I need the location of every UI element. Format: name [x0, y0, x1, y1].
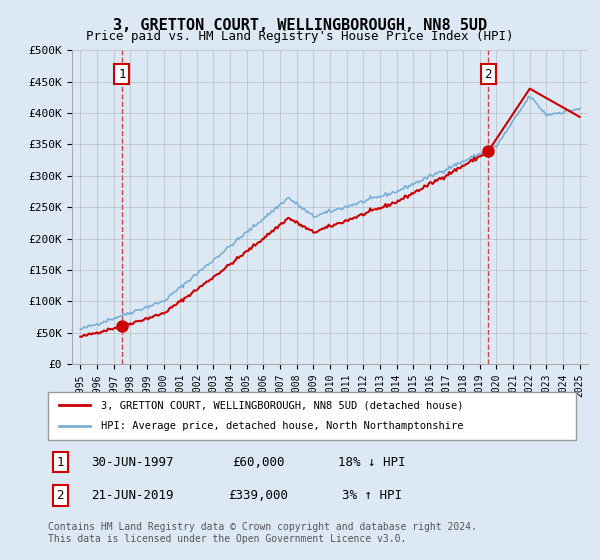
Text: HPI: Average price, detached house, North Northamptonshire: HPI: Average price, detached house, Nort… [101, 421, 463, 431]
Text: 21-JUN-2019: 21-JUN-2019 [91, 489, 173, 502]
Text: 2: 2 [56, 489, 64, 502]
Text: 2: 2 [484, 68, 492, 81]
Text: 3% ↑ HPI: 3% ↑ HPI [342, 489, 402, 502]
Text: 1: 1 [56, 455, 64, 469]
Text: 3, GRETTON COURT, WELLINGBOROUGH, NN8 5UD: 3, GRETTON COURT, WELLINGBOROUGH, NN8 5U… [113, 18, 487, 34]
Text: 3, GRETTON COURT, WELLINGBOROUGH, NN8 5UD (detached house): 3, GRETTON COURT, WELLINGBOROUGH, NN8 5U… [101, 400, 463, 410]
Text: Contains HM Land Registry data © Crown copyright and database right 2024.
This d: Contains HM Land Registry data © Crown c… [48, 522, 477, 544]
Text: £339,000: £339,000 [228, 489, 288, 502]
Text: 18% ↓ HPI: 18% ↓ HPI [338, 455, 406, 469]
Text: £60,000: £60,000 [232, 455, 284, 469]
FancyBboxPatch shape [48, 392, 576, 440]
Text: Price paid vs. HM Land Registry's House Price Index (HPI): Price paid vs. HM Land Registry's House … [86, 30, 514, 43]
Text: 1: 1 [118, 68, 125, 81]
Text: 30-JUN-1997: 30-JUN-1997 [91, 455, 173, 469]
